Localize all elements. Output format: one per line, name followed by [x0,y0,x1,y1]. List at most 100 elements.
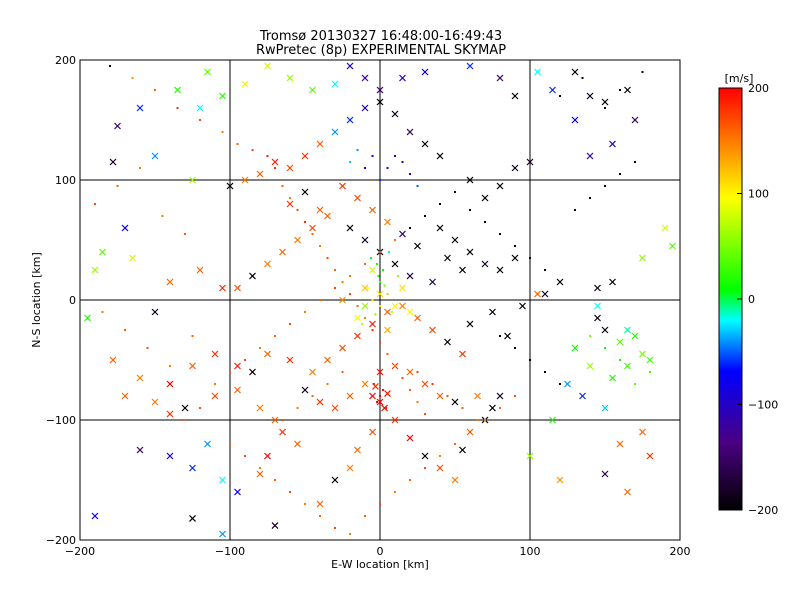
scatter-point-cross [361,236,369,244]
scatter-point-cross [489,404,496,412]
scatter-point-cross [264,350,271,358]
scatter-point-dot [379,305,381,307]
scatter-point-cross [609,374,616,382]
scatter-point-cross [369,320,376,328]
scatter-point-dot [176,107,179,109]
scatter-point-dot [326,383,329,385]
scatter-point-dot [514,245,516,247]
scatter-point-cross [339,344,346,352]
scatter-point-dot [146,347,149,349]
scatter-point-cross [151,308,159,316]
scatter-point-cross [234,362,241,370]
scatter-point-cross [121,392,129,400]
scatter-point-cross [166,380,174,388]
scatter-point-cross [361,380,369,388]
scatter-point-cross [376,86,384,94]
scatter-point-dot [544,371,546,373]
scatter-point-dot [476,419,479,421]
scatter-point-cross [294,440,301,448]
y-tick-label: −100 [46,414,76,427]
scatter-point-dot [469,209,471,211]
scatter-point-cross [189,362,196,370]
colorbar-tick-label: −100 [748,399,778,412]
scatter-point-dot [304,311,306,313]
scatter-point-cross [301,386,309,394]
scatter-point-dot [574,209,576,211]
scatter-point-cross [399,230,406,238]
scatter-point-cross [241,80,249,88]
scatter-point-dot [274,335,276,337]
scatter-point-cross [444,254,451,262]
scatter-point-dot [391,311,393,313]
scatter-point-cross [481,194,489,202]
scatter-point-cross [631,332,639,340]
scatter-point-dot [361,323,363,325]
scatter-point-dot [484,221,486,223]
scatter-point-cross [399,284,406,292]
scatter-point-cross [481,260,489,268]
scatter-point-dot [514,347,516,349]
scatter-point-cross [609,278,616,286]
x-axis-label: E-W location [km] [331,558,429,571]
scatter-point-cross [391,416,399,424]
scatter-point-cross [316,398,324,406]
scatter-point-cross [429,278,436,286]
scatter-point-cross [189,176,196,184]
scatter-point-cross [534,68,541,76]
scatter-point-dot [259,347,261,349]
scatter-point-dot [544,269,546,271]
scatter-point-cross [556,278,564,286]
scatter-point-cross [609,140,616,148]
scatter-point-cross [504,332,511,340]
scatter-point-cross [346,224,354,232]
scatter-point-cross [391,260,399,268]
scatter-point-cross [616,440,624,448]
scatter-point-cross [451,476,459,484]
scatter-point-dot [221,131,224,133]
x-tick-label: 200 [670,545,691,558]
scatter-point-cross [271,416,279,424]
scatter-point-dot [499,335,501,337]
scatter-point-cross [279,248,286,256]
scatter-point-cross [466,248,474,256]
scatter-point-dot [311,233,314,235]
x-tick-label: −100 [215,545,245,558]
scatter-point-cross [414,242,421,250]
scatter-point-cross [579,392,586,400]
scatter-point-cross [384,326,391,334]
scatter-point-cross [151,152,159,160]
scatter-point-cross [466,320,474,328]
scatter-point-cross [624,86,631,94]
scatter-point-dot [116,185,119,187]
scatter-point-cross [549,86,556,94]
scatter-point-cross [346,62,354,70]
scatter-point-cross [109,356,117,364]
scatter-point-dot [376,401,378,403]
scatter-point-dot [281,185,284,187]
scatter-point-cross [421,68,429,76]
scatter-point-cross [556,476,564,484]
scatter-point-dot [94,203,96,205]
scatter-point-dot [367,287,369,289]
scatter-point-cross [376,368,384,376]
scatter-point-dot [383,284,386,287]
colorbar-tick-label: 0 [748,293,755,306]
scatter-point-cross [496,182,504,190]
scatter-point-cross [376,290,384,298]
scatter-point-dot [641,71,644,73]
scatter-point-dot [394,155,396,157]
scatter-point-cross [271,522,279,530]
scatter-point-cross [354,194,361,202]
scatter-point-cross [109,158,117,166]
y-axis-label: N-S location [km] [30,252,43,348]
scatter-point-cross [511,92,519,100]
scatter-point-cross [361,284,369,292]
scatter-point-dot [379,341,381,343]
scatter-point-cross [436,464,444,472]
scatter-point-cross [369,206,376,214]
scatter-point-dot [101,311,104,313]
scatter-point-dot [296,407,299,409]
scatter-point-dot [388,251,390,253]
scatter-point-dot [424,467,426,469]
